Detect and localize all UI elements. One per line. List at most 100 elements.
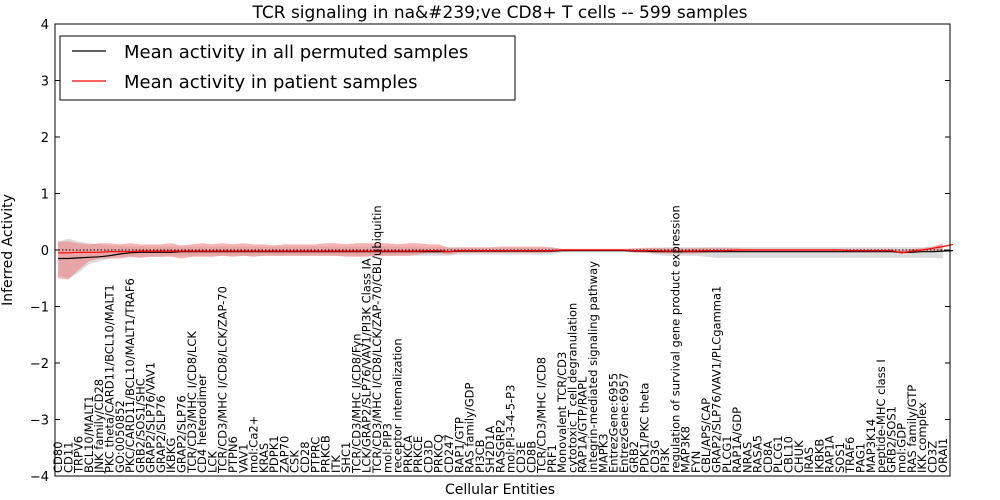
entity-label: CD8A xyxy=(761,441,775,473)
entity-label: GRAP2/SLP76/VAV1/PLCgamma1 xyxy=(709,286,723,473)
entity-label: CD3E xyxy=(514,442,528,473)
entity-label: CD4 heterodimer xyxy=(195,374,209,473)
entity-label: VAV1 xyxy=(236,444,250,473)
entity-label: PAG1 xyxy=(854,443,868,473)
legend-label-patient: Mean activity in patient samples xyxy=(124,72,418,93)
entity-label: RAS family/GDP xyxy=(463,383,477,473)
entity-label: ZAP70 xyxy=(277,436,291,473)
entity-label: regulation of survival gene product expr… xyxy=(668,205,682,473)
entity-label: integrin-mediated signaling pathway xyxy=(586,261,600,473)
entity-label: PKC/CARD11/BCL10/MALT1/TRAF6 xyxy=(123,278,137,473)
entity-label: PI3K xyxy=(658,447,672,473)
entity-label: RAS family/GTP xyxy=(905,385,919,473)
series-lines xyxy=(58,243,954,260)
entity-label: GO:0050852 xyxy=(113,400,127,473)
entity-label: SOS1 xyxy=(833,442,847,473)
entity-label: RASA5 xyxy=(751,435,765,473)
entity-label: PRKCQ xyxy=(432,434,446,473)
entity-label: PDK1/PKC theta xyxy=(637,383,651,473)
legend-label-permuted: Mean activity in all permuted samples xyxy=(124,42,468,63)
entity-label: GRAP2/SLP76/VAV1 xyxy=(144,362,158,473)
entity-label: TCR/CD3/MHC I/CD8/LCK xyxy=(185,331,199,474)
entity-label: PLCG1 xyxy=(771,435,785,473)
entity-label: GRAP2/SLP76 xyxy=(154,395,168,473)
entity-label: PRKCB xyxy=(319,435,333,473)
entity-label: cytotoxic T cell degranulation xyxy=(565,303,579,473)
entity-label: IKBKB xyxy=(812,439,826,473)
entity-label: PKC theta/CARD11/BCL10/MALT1 xyxy=(103,284,117,473)
entity-label: TCR/CD3/MHC I/CD8/LCK/ZAP-70/CBL/ubiquit… xyxy=(370,205,384,474)
legend-box xyxy=(59,35,516,101)
entity-label: RAP1A xyxy=(823,435,837,473)
plot-frame xyxy=(54,23,951,477)
entity-label: CD3D xyxy=(421,440,435,473)
entity-label: GRB2/SOS1 xyxy=(884,406,898,473)
entity-label: SH2D1A xyxy=(483,426,497,473)
entity-label: EntrezGene:6957 xyxy=(617,373,631,473)
entity-label: GRB2 xyxy=(627,441,641,473)
entity-label: peptide-MHC class I xyxy=(874,359,888,473)
entity-label: ORAI1 xyxy=(936,438,950,473)
band-patient xyxy=(58,241,943,280)
entity-label: GRAP2/SLP76 xyxy=(175,395,189,473)
entity-label: RAP1A/GDP xyxy=(730,407,744,473)
y-tick-label: 1 xyxy=(41,188,49,203)
entity-label: PTPN6 xyxy=(226,436,240,473)
y-axis: −4 −3 −2 −1 0 1 2 3 4 xyxy=(30,18,950,485)
entity-label: FYN xyxy=(689,451,703,473)
entity-label: CD247 xyxy=(442,434,456,473)
entity-label: CD28 xyxy=(298,441,312,473)
y-tick-label: 2 xyxy=(41,131,49,146)
y-tick-label: 0 xyxy=(41,244,49,259)
entity-label: CHUK xyxy=(792,440,806,473)
entity-label: KRAS xyxy=(257,443,271,473)
entity-label: BCL10/MALT1 xyxy=(82,395,96,473)
entity-label: receptor internalization xyxy=(391,338,405,473)
entity-label: EntrezGene:6955 xyxy=(607,373,621,473)
entity-label: mol:PIP3 xyxy=(380,423,394,473)
entity-label: PRF1 xyxy=(545,444,559,473)
entity-label: SHC1 xyxy=(339,442,353,473)
entity-label: LCK/GRAP2/SLP76/VAV1/PI3K Class IA xyxy=(360,258,374,473)
entity-label: PTPRC xyxy=(308,437,322,473)
entity-label: RAP1A/GTP/RAPL xyxy=(576,376,590,473)
y-tick-label: −1 xyxy=(30,301,49,316)
y-tick-label: −2 xyxy=(30,357,49,372)
entity-label: CD3G xyxy=(648,440,662,473)
entity-label: ITK xyxy=(329,455,343,473)
entity-label: CD3Z xyxy=(926,441,940,473)
y-tick-label: 3 xyxy=(41,75,49,90)
entity-label: PRKCA xyxy=(401,435,415,473)
entity-label: IKBKG xyxy=(164,438,178,473)
entity-label: CSK xyxy=(288,450,302,473)
entity-label: CBL/APS/CAP xyxy=(699,398,713,473)
entity-label: RASGRP2 xyxy=(493,419,507,473)
entity-label: NRAS xyxy=(740,442,754,473)
legend: Mean activity in all permuted samples Me… xyxy=(59,35,516,101)
entity-label: mol:Ca2+ xyxy=(247,416,261,473)
y-axis-label: Inferred Activity xyxy=(0,194,16,306)
entity-label: MAPK3 xyxy=(596,433,610,473)
x-axis-label: Cellular Entities xyxy=(445,482,555,498)
entity-label: MAP3K8 xyxy=(679,426,693,473)
entity-label: PLCG1 xyxy=(720,435,734,473)
entity-label: mol:PI-3-4-5-P3 xyxy=(504,385,518,473)
entity-label: LCK xyxy=(205,451,219,473)
entity-label: TCR/CD3/MHC I/CD8/LCK/ZAP-70 xyxy=(216,286,230,474)
chart-title: TCR signaling in na&#239;ve CD8+ T cells… xyxy=(251,3,747,23)
entity-label: CD8B xyxy=(524,441,538,473)
entity-label: TCR/CD3/MHC I/CD8/Fyn xyxy=(349,333,363,474)
entity-label: JNK family/CD28 xyxy=(92,379,106,474)
entity-label: IKK complex xyxy=(915,402,929,473)
entity-label: CBL10 xyxy=(781,436,795,473)
entity-label: PI3CB xyxy=(473,439,487,473)
entity-label: Monovalent TCR/CD3 xyxy=(555,352,569,473)
entity-label: GRB2/SOS1/SHC xyxy=(133,378,147,473)
entity-label: RAP1/GTP xyxy=(452,417,466,473)
y-tick-label: 4 xyxy=(41,18,49,33)
entity-label: TCR/CD3/MHC I/CD8 xyxy=(535,357,549,474)
entity-label: MAP3K14 xyxy=(864,419,878,473)
entity-label: PRKCE xyxy=(411,436,425,473)
